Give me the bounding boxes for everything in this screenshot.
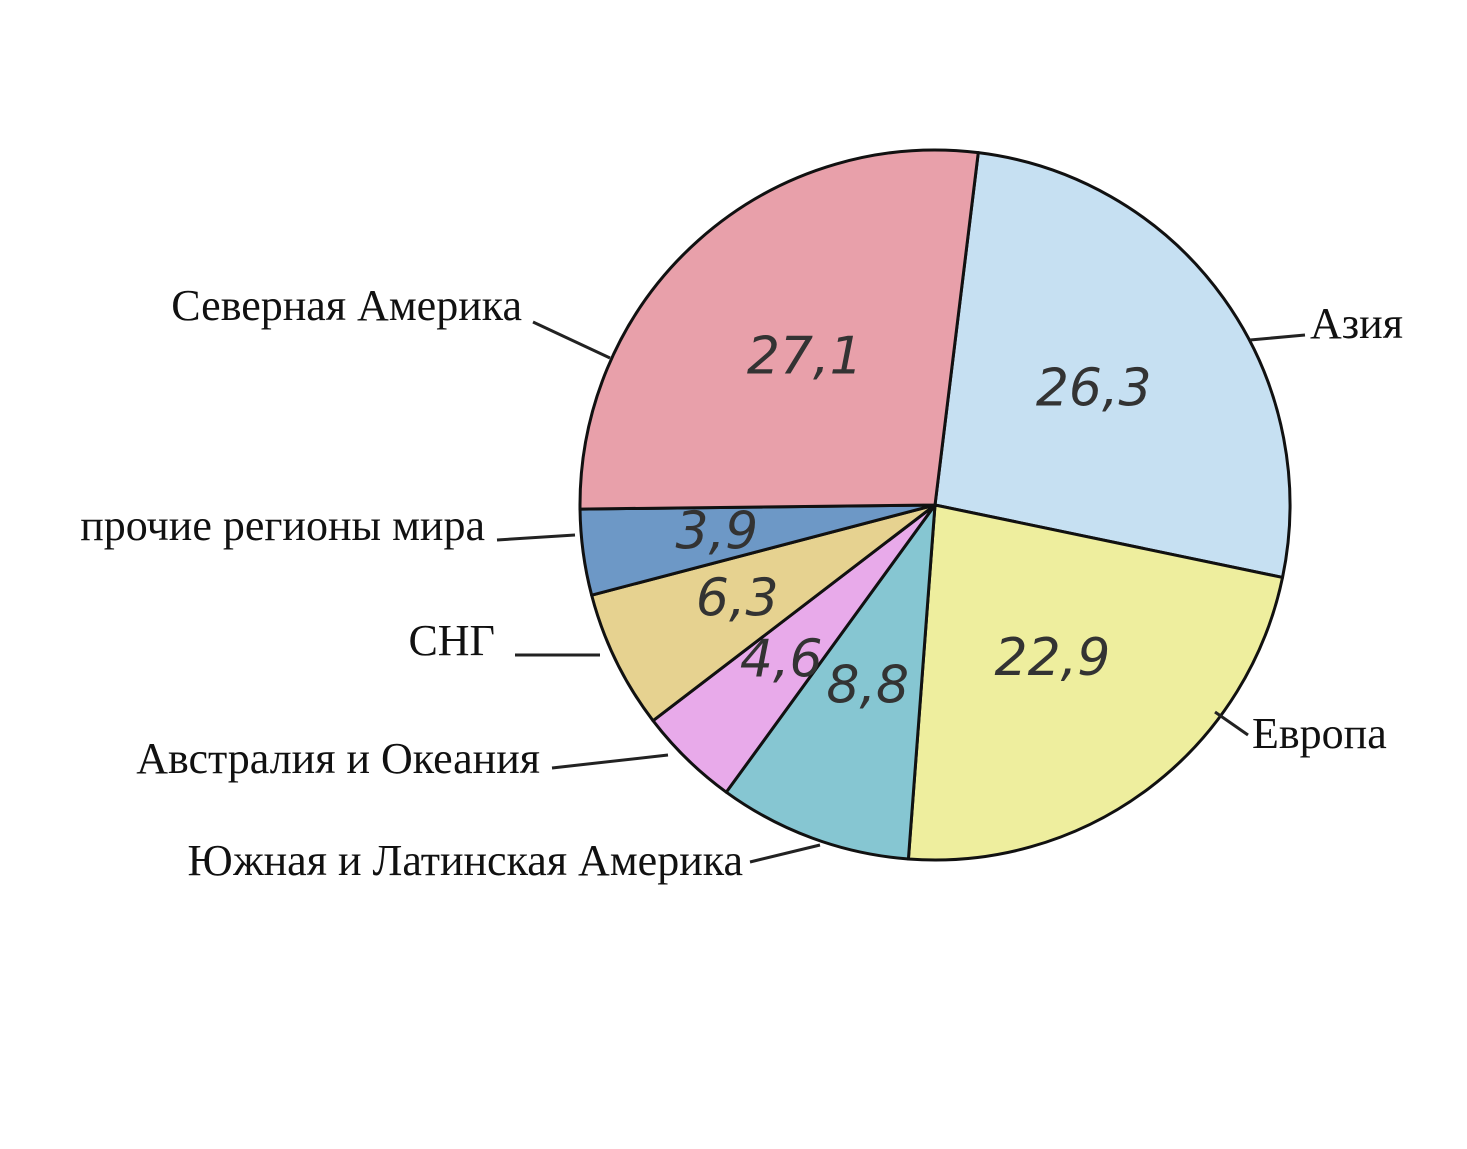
pie-slice bbox=[724, 503, 937, 861]
value-label: 27,1 bbox=[747, 327, 863, 387]
leader-line bbox=[551, 753, 669, 770]
category-label: Австралия и Океания bbox=[136, 734, 540, 783]
category-label: СНГ bbox=[408, 616, 495, 665]
pie-slice bbox=[590, 503, 937, 723]
pie-slice bbox=[578, 148, 980, 511]
leader-line bbox=[749, 843, 821, 864]
leader-line bbox=[1249, 333, 1306, 342]
category-label: Южная и Латинская Америка bbox=[187, 836, 743, 885]
leader-line bbox=[496, 533, 576, 542]
category-label: прочие регионы мира bbox=[80, 501, 485, 550]
value-label: 3,9 bbox=[676, 501, 759, 561]
category-label: Северная Америка bbox=[171, 281, 522, 330]
leader-line bbox=[532, 320, 611, 360]
value-label: 8,8 bbox=[826, 655, 909, 715]
pie-slice bbox=[933, 151, 1292, 579]
value-label: 6,3 bbox=[696, 569, 779, 629]
pie-slice bbox=[906, 503, 1285, 862]
value-label: 22,9 bbox=[995, 628, 1111, 688]
category-label: Азия bbox=[1310, 299, 1403, 348]
leader-line bbox=[1214, 710, 1249, 737]
value-label: 26,3 bbox=[1036, 358, 1152, 418]
category-label: Европа bbox=[1252, 709, 1387, 758]
